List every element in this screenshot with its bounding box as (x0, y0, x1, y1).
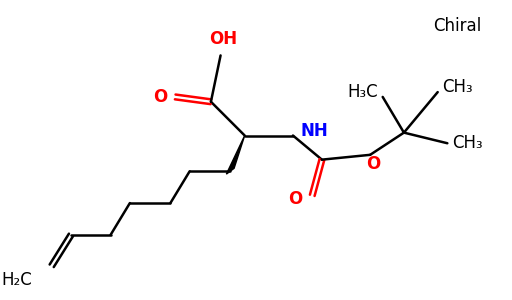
Text: CH₃: CH₃ (442, 78, 473, 96)
Text: Chiral: Chiral (433, 17, 481, 35)
Text: NH: NH (301, 122, 328, 140)
Text: CH₃: CH₃ (452, 134, 483, 152)
Polygon shape (226, 136, 245, 174)
Text: O: O (366, 155, 380, 173)
Text: H₃C: H₃C (347, 83, 378, 101)
Text: O: O (153, 88, 167, 106)
Text: OH: OH (209, 30, 238, 48)
Text: O: O (288, 190, 303, 208)
Text: H₂C: H₂C (2, 271, 32, 289)
